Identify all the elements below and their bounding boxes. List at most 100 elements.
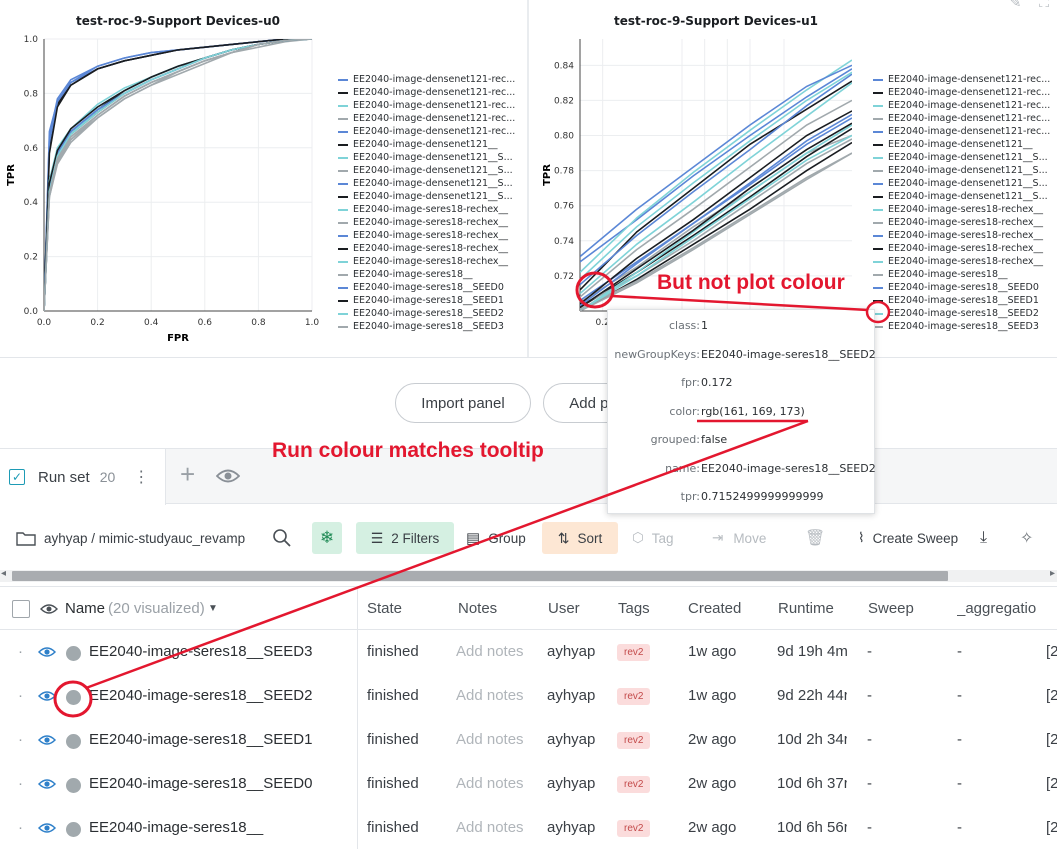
run-tag[interactable]: rev2 [617, 644, 651, 661]
series-line-17 [44, 39, 312, 311]
run-tag[interactable]: rev2 [617, 820, 651, 837]
name-column-divider [357, 586, 358, 849]
run-tag[interactable]: rev2 [617, 776, 651, 793]
roc-panel-u1: test-roc-9-Support Devices-u1 0.72 0.74 0.… [529, 0, 1057, 358]
runs-table: Name (20 visualized) ▼ State Notes User … [0, 586, 1057, 849]
project-name: ayhyap / mimic-studyauc_revamp [44, 530, 246, 546]
run-color-dot[interactable] [66, 646, 81, 661]
run-notes[interactable]: Add notes [456, 731, 524, 748]
y-tick-label: 0.82 [554, 96, 574, 106]
roc-chart-u0[interactable]: 0.0 0.2 0.4 0.6 0.8 1.0 0.0 0.2 0.4 0.6 0.8 1.0 FPR T… [0, 0, 330, 350]
run-color-dot[interactable] [66, 822, 81, 837]
row-eye-icon[interactable] [38, 690, 56, 702]
series-line-16 [580, 117, 852, 307]
legend-item: EE2040-image-densenet121-rec... [873, 99, 1050, 112]
roc-chart-u1[interactable]: 0.720.740.760.780.800.820.840.20.240.260… [529, 0, 869, 330]
run-notes[interactable]: Add notes [456, 643, 524, 660]
kebab-menu-icon[interactable]: ⋮ [133, 469, 150, 486]
name-header[interactable]: Name [65, 600, 106, 617]
legend-item: EE2040-image-seres18-rechex__ [873, 229, 1050, 242]
project-breadcrumb[interactable]: ayhyap / mimic-studyauc_revamp [16, 522, 245, 554]
x-tick-label: 1.0 [305, 318, 320, 328]
runtime-header[interactable]: Runtime [778, 600, 834, 617]
search-button[interactable] [272, 522, 292, 554]
legend-item: EE2040-image-densenet121-rec... [338, 99, 515, 112]
table-row[interactable]: · EE2040-image-seres18__SEED0 finished Add … [0, 763, 1057, 807]
run-color-dot[interactable] [66, 778, 81, 793]
create-sweep-button[interactable]: ⌇ Create Sweep [858, 522, 958, 554]
sweep-header[interactable]: Sweep [868, 600, 914, 617]
run-name[interactable]: EE2040-image-seres18__SEED2 [89, 687, 313, 704]
run-aggregation: - [957, 775, 962, 792]
run-notes[interactable]: Add notes [456, 819, 524, 836]
y-tick-label: 0.76 [554, 202, 574, 212]
legend-swatch [338, 182, 348, 185]
legend-label: EE2040-image-densenet121__S... [353, 165, 513, 176]
row-drag-handle[interactable]: · [18, 775, 23, 792]
row-drag-handle[interactable]: · [18, 643, 23, 660]
group-button[interactable]: ▤ Group [466, 522, 526, 554]
row-eye-icon[interactable] [38, 734, 56, 746]
run-name[interactable]: EE2040-image-seres18__SEED0 [89, 775, 313, 792]
name-sort-chevron-icon[interactable]: ▼ [208, 603, 218, 614]
tooltip-value: 0.7152499999999999 [701, 490, 824, 503]
row-eye-icon[interactable] [38, 778, 56, 790]
tooltip-key: class: [668, 319, 700, 332]
scroll-left-icon[interactable]: ◂ [1, 568, 7, 579]
run-color-dot[interactable] [66, 690, 81, 705]
legend-label: EE2040-image-seres18-rechex__ [353, 230, 509, 241]
magic-wand-button[interactable]: ✧ [1020, 522, 1033, 554]
legend-swatch [873, 156, 883, 159]
tooltip-value: rgb(161, 169, 173) [701, 404, 805, 418]
run-name[interactable]: EE2040-image-seres18__ [89, 819, 264, 836]
row-eye-icon[interactable] [38, 822, 56, 834]
legend-swatch [873, 182, 883, 185]
row-drag-handle[interactable]: · [18, 731, 23, 748]
table-row[interactable]: · EE2040-image-seres18__SEED1 finished Add … [0, 719, 1057, 763]
runset-checkbox[interactable]: ✓ [9, 469, 25, 485]
aggregation-header[interactable]: _aggregatio [957, 600, 1037, 617]
run-tag[interactable]: rev2 [617, 732, 651, 749]
table-row[interactable]: · EE2040-image-seres18__SEED2 finished Add … [0, 675, 1057, 719]
tag-button[interactable]: ⬡ Tag [632, 522, 674, 554]
import-panel-button[interactable]: Import panel [395, 383, 531, 423]
visibility-eye-icon[interactable] [40, 603, 58, 615]
state-header[interactable]: State [367, 600, 403, 617]
run-notes[interactable]: Add notes [456, 687, 524, 704]
freeze-button[interactable]: ❄ [312, 522, 342, 554]
row-drag-handle[interactable]: · [18, 819, 23, 836]
legend-label: EE2040-image-densenet121__S... [353, 152, 513, 163]
eye-icon[interactable] [216, 467, 240, 485]
run-color-dot[interactable] [66, 734, 81, 749]
row-eye-icon[interactable] [38, 646, 56, 658]
delete-button[interactable]: 🗑 [805, 522, 825, 554]
notes-header[interactable]: Notes [458, 600, 498, 617]
filters-button[interactable]: ☰ 2 Filters [356, 522, 454, 554]
row-drag-handle[interactable]: · [18, 687, 23, 704]
edit-icon[interactable]: ✎ [1009, 0, 1022, 10]
horizontal-scrollbar[interactable]: ◂ ▸ [0, 568, 1057, 582]
legend-swatch [338, 312, 348, 315]
download-button[interactable]: ⤓ [980, 522, 987, 554]
scroll-right-icon[interactable]: ▸ [1049, 568, 1055, 579]
scrollbar-thumb[interactable] [12, 571, 948, 581]
fullscreen-icon[interactable]: ⛶ [1039, 0, 1049, 10]
table-row[interactable]: · EE2040-image-seres18__SEED3 finished Add … [0, 631, 1057, 675]
run-notes[interactable]: Add notes [456, 775, 524, 792]
tags-header[interactable]: Tags [618, 600, 650, 617]
move-button[interactable]: ⇥ Move [712, 522, 766, 554]
sort-button[interactable]: ⇅ Sort [542, 522, 618, 554]
runset-tab[interactable]: ✓ Run set 20 ⋮ [0, 449, 166, 505]
add-runset-icon[interactable]: + [180, 459, 196, 489]
select-all-checkbox[interactable] [12, 600, 30, 618]
user-header[interactable]: User [548, 600, 580, 617]
run-name[interactable]: EE2040-image-seres18__SEED1 [89, 731, 313, 748]
created-header[interactable]: Created [688, 600, 742, 617]
run-name[interactable]: EE2040-image-seres18__SEED3 [89, 643, 313, 660]
chart-title-u1: test-roc-9-Support Devices-u1 [613, 14, 819, 28]
create-sweep-label: Create Sweep [872, 530, 959, 546]
x-tick-label: 0.8 [251, 318, 266, 328]
table-row[interactable]: · EE2040-image-seres18__ finished Add notes… [0, 807, 1057, 849]
run-tag[interactable]: rev2 [617, 688, 651, 705]
legend-swatch [338, 78, 348, 81]
